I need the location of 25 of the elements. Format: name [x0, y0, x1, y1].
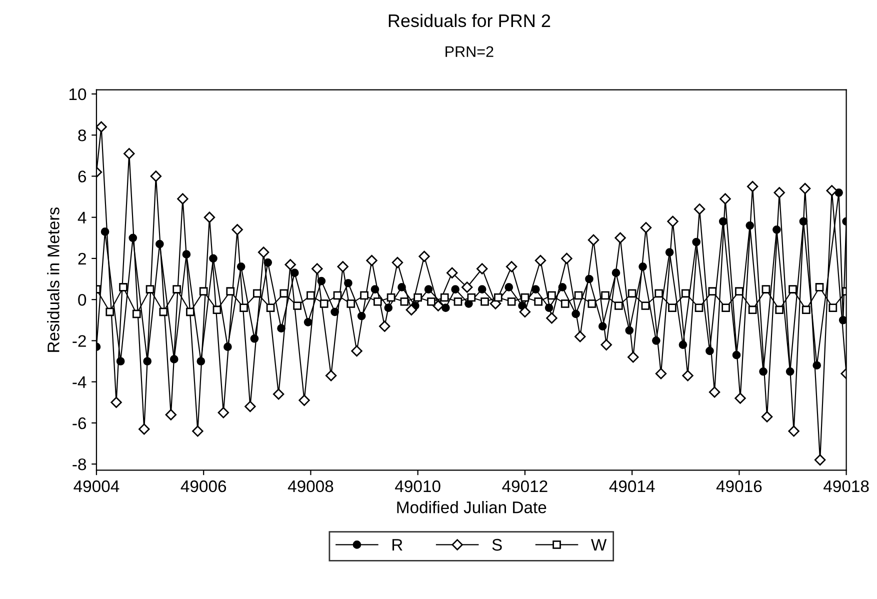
legend-label: R — [392, 539, 402, 551]
y-tick-label: 10 — [69, 88, 86, 100]
chart-subtitle: PRN=2 — [446, 46, 494, 57]
x-tick-label: 49004 — [74, 480, 120, 492]
x-tick-label: 49012 — [502, 480, 548, 492]
x-tick-label: 49016 — [716, 480, 762, 492]
y-tick-label: -6 — [72, 417, 86, 430]
y-tick-label: 4 — [78, 212, 86, 224]
y-axis-title: Residuals in Meters — [47, 207, 60, 352]
y-tick-label: -2 — [72, 335, 86, 347]
legend-label: W — [591, 539, 607, 551]
x-tick-label: 49006 — [180, 480, 226, 492]
y-tick-label: -8 — [72, 458, 86, 470]
y-tick-label: -4 — [72, 376, 86, 388]
chart-title: Residuals for PRN 2 — [388, 14, 550, 28]
x-axis-title: Modified Julian Date — [397, 501, 546, 514]
y-tick-label: 8 — [78, 129, 86, 142]
y-tick-label: 0 — [78, 294, 86, 306]
x-tick-label: 49018 — [824, 480, 869, 492]
x-tick-label: 49008 — [288, 480, 334, 492]
y-tick-label: 2 — [78, 252, 86, 264]
legend-label: S — [492, 538, 502, 551]
x-tick-label: 49014 — [609, 480, 655, 492]
y-tick-label: 6 — [78, 170, 86, 182]
x-tick-label: 49010 — [395, 480, 440, 492]
